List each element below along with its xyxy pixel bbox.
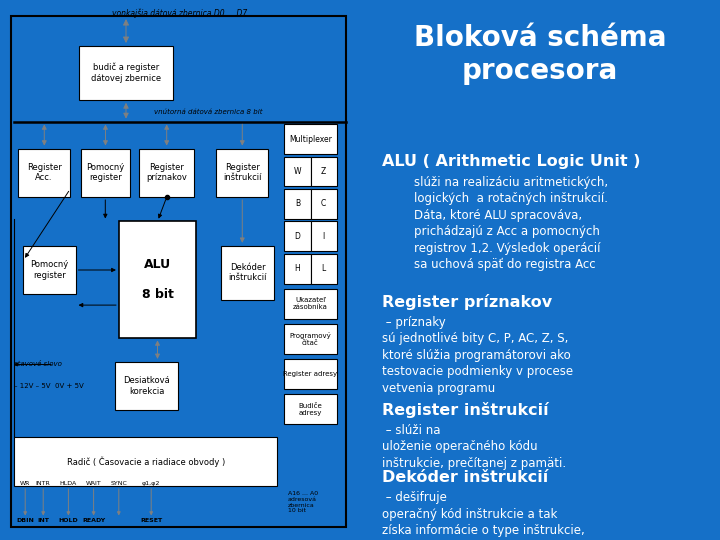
Text: Register inštrukcií: Register inštrukcií [382,402,548,418]
FancyBboxPatch shape [310,157,337,186]
Text: vnútorná dátová zbernica 8 bit: vnútorná dátová zbernica 8 bit [154,109,263,115]
FancyBboxPatch shape [284,124,337,154]
FancyBboxPatch shape [284,359,337,389]
Text: B: B [295,199,300,208]
Text: Pomocný
register: Pomocný register [30,260,68,280]
Text: HOLD: HOLD [58,518,78,523]
FancyBboxPatch shape [81,148,130,197]
Text: A16 ... A0
adresová
zbernica
10 bit: A16 ... A0 adresová zbernica 10 bit [288,491,318,514]
FancyBboxPatch shape [119,221,196,338]
Text: H: H [294,264,300,273]
Text: C: C [321,199,326,208]
Text: Radič ( Časovacie a riadiace obvody ): Radič ( Časovacie a riadiace obvody ) [67,456,225,467]
Text: Bloková schéma
procesora: Bloková schéma procesora [414,24,666,85]
Text: – príznaky
sú jednotlivé bity C, P, AC, Z, S,
ktoré slúžia programátorovi ako
te: – príznaky sú jednotlivé bity C, P, AC, … [382,316,572,395]
FancyBboxPatch shape [138,148,194,197]
FancyBboxPatch shape [310,221,337,251]
FancyBboxPatch shape [284,394,337,424]
Text: Ukazateľ
zásobníka: Ukazateľ zásobníka [293,297,328,310]
FancyBboxPatch shape [222,246,274,300]
Text: stavové slovo: stavové slovo [14,361,62,368]
FancyBboxPatch shape [284,157,310,186]
Text: WAIT: WAIT [86,481,102,486]
FancyBboxPatch shape [23,246,76,294]
FancyBboxPatch shape [284,254,310,284]
Text: ALU ( Arithmetic Logic Unit ): ALU ( Arithmetic Logic Unit ) [382,154,640,169]
FancyBboxPatch shape [14,437,277,486]
FancyBboxPatch shape [284,189,310,219]
Text: RESET: RESET [140,518,162,523]
Text: – slúži na
uloženie operačného kódu
inštrukcie, prečítanej z pamäti.: – slúži na uloženie operačného kódu inšt… [382,424,566,470]
FancyBboxPatch shape [284,289,337,319]
Text: Register
inštrukcií: Register inštrukcií [223,163,261,183]
Text: SYNC: SYNC [110,481,127,486]
Text: – dešifruje
operačný kód inštrukcie a tak
získa informácie o type inštrukcie,
kt: – dešifruje operačný kód inštrukcie a ta… [382,491,585,540]
FancyBboxPatch shape [115,362,179,410]
FancyBboxPatch shape [310,189,337,219]
Text: – 12V – 5V  0V + 5V: – 12V – 5V 0V + 5V [14,383,84,389]
Text: W: W [294,167,301,176]
Text: budič a register
dátovej zbernice: budič a register dátovej zbernice [91,63,161,83]
Text: WR: WR [20,481,30,486]
Text: Desiatková
korekcia: Desiatková korekcia [123,376,170,396]
Text: Register
Acc.: Register Acc. [27,163,61,183]
Text: Register adresy: Register adresy [284,371,338,377]
FancyBboxPatch shape [284,324,337,354]
FancyBboxPatch shape [310,254,337,284]
Text: INTR: INTR [36,481,50,486]
Text: Multiplexer: Multiplexer [289,134,332,144]
Text: Programový
čítač: Programový čítač [289,332,331,346]
Text: ALU

8 bit: ALU 8 bit [142,258,174,301]
Text: slúži na realizáciu aritmetických,
logických  a rotačných inštrukcií.
Dáta, ktor: slúži na realizáciu aritmetických, logic… [414,176,608,271]
Text: DBIN: DBIN [17,518,34,523]
Text: HLDA: HLDA [60,481,77,486]
FancyBboxPatch shape [18,148,71,197]
Text: vonkajšia dátová zbernica D0 ... D7: vonkajšia dátová zbernica D0 ... D7 [112,8,248,18]
Text: Pomocný
register: Pomocný register [86,163,125,183]
FancyBboxPatch shape [79,46,173,100]
Text: D: D [294,232,300,241]
FancyBboxPatch shape [284,221,310,251]
Text: INT: INT [37,518,49,523]
Text: Budiče
adresy: Budiče adresy [299,402,323,416]
Text: READY: READY [82,518,105,523]
Text: Dekóder
inštrukcií: Dekóder inštrukcií [228,263,266,282]
Text: Z: Z [321,167,326,176]
Text: Dekóder inštrukcií: Dekóder inštrukcií [382,470,548,485]
FancyBboxPatch shape [216,148,268,197]
Text: φ1,φ2: φ1,φ2 [142,481,161,486]
Text: L: L [321,264,325,273]
Text: Register príznakov: Register príznakov [382,294,552,310]
Text: I: I [323,232,325,241]
Text: Register
príznakov: Register príznakov [146,163,187,183]
